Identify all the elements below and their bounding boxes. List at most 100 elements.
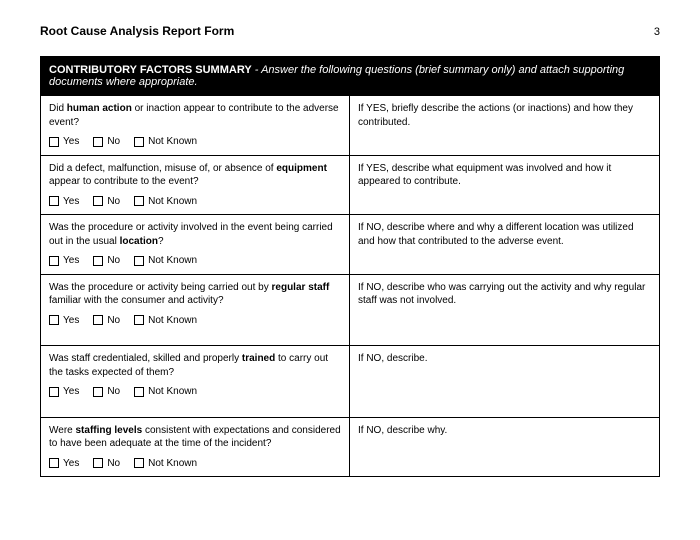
checkbox-label: No [107, 385, 120, 399]
question-pre: Was the procedure or activity involved i… [49, 222, 333, 247]
checkbox-not-known[interactable]: Not Known [134, 254, 197, 268]
checkbox-box-icon [49, 387, 59, 397]
checkbox-yes[interactable]: Yes [49, 385, 79, 399]
checkbox-label: No [107, 314, 120, 328]
question-bold: staffing levels [76, 425, 143, 436]
question-pre: Did [49, 103, 67, 114]
checkbox-yes[interactable]: Yes [49, 314, 79, 328]
checkbox-yes[interactable]: Yes [49, 195, 79, 209]
answer-prompt: If NO, describe. [358, 352, 651, 366]
question-bold: regular staff [272, 282, 330, 293]
checkbox-yes[interactable]: Yes [49, 135, 79, 149]
form-row: Was staff credentialed, skilled and prop… [41, 345, 659, 417]
question-pre: Was the procedure or activity being carr… [49, 282, 272, 293]
checkbox-box-icon [93, 196, 103, 206]
checkbox-box-icon [134, 315, 144, 325]
checkbox-not-known[interactable]: Not Known [134, 385, 197, 399]
checkbox-yes[interactable]: Yes [49, 254, 79, 268]
checkbox-box-icon [93, 315, 103, 325]
question-text: Was staff credentialed, skilled and prop… [49, 352, 341, 379]
answer-prompt: If YES, briefly describe the actions (or… [358, 102, 651, 129]
checkbox-label: Yes [63, 195, 79, 209]
checkbox-group: Yes No Not Known [49, 254, 341, 268]
checkbox-label: Yes [63, 457, 79, 471]
checkbox-no[interactable]: No [93, 385, 120, 399]
checkbox-label: Yes [63, 385, 79, 399]
form-row: Was the procedure or activity being carr… [41, 274, 659, 346]
question-pre: Did a defect, malfunction, misuse of, or… [49, 163, 276, 174]
checkbox-group: Yes No Not Known [49, 195, 341, 209]
checkbox-label: No [107, 135, 120, 149]
checkbox-label: No [107, 457, 120, 471]
question-bold: trained [242, 353, 275, 364]
checkbox-box-icon [93, 137, 103, 147]
page-number: 3 [654, 26, 660, 38]
header-row: Root Cause Analysis Report Form 3 [40, 24, 660, 38]
checkbox-no[interactable]: No [93, 457, 120, 471]
spacer [49, 327, 341, 339]
question-cell: Was the procedure or activity being carr… [41, 275, 350, 346]
question-pre: Was staff credentialed, skilled and prop… [49, 353, 242, 364]
checkbox-no[interactable]: No [93, 254, 120, 268]
answer-cell: If NO, describe. [350, 346, 659, 417]
question-bold: location [120, 236, 158, 247]
answer-cell: If NO, describe why. [350, 418, 659, 477]
question-text: Was the procedure or activity being carr… [49, 281, 341, 308]
form-row: Were staffing levels consistent with exp… [41, 417, 659, 477]
checkbox-box-icon [93, 387, 103, 397]
checkbox-not-known[interactable]: Not Known [134, 135, 197, 149]
answer-prompt: If NO, describe who was carrying out the… [358, 281, 651, 308]
checkbox-box-icon [134, 256, 144, 266]
answer-cell: If NO, describe where and why a differen… [350, 215, 659, 274]
checkbox-no[interactable]: No [93, 314, 120, 328]
checkbox-box-icon [93, 458, 103, 468]
checkbox-box-icon [49, 458, 59, 468]
question-cell: Was the procedure or activity involved i… [41, 215, 350, 274]
document-title: Root Cause Analysis Report Form [40, 24, 234, 38]
checkbox-not-known[interactable]: Not Known [134, 314, 197, 328]
checkbox-box-icon [93, 256, 103, 266]
question-bold: human action [67, 103, 132, 114]
answer-prompt: If NO, describe where and why a differen… [358, 221, 651, 248]
question-post: appear to contribute to the event? [49, 176, 199, 187]
page-container: Root Cause Analysis Report Form 3 CONTRI… [0, 0, 700, 501]
checkbox-no[interactable]: No [93, 195, 120, 209]
checkbox-box-icon [134, 387, 144, 397]
checkbox-not-known[interactable]: Not Known [134, 195, 197, 209]
checkbox-yes[interactable]: Yes [49, 457, 79, 471]
question-text: Did human action or inaction appear to c… [49, 102, 341, 129]
checkbox-group: Yes No Not Known [49, 457, 341, 471]
form-row: Did a defect, malfunction, misuse of, or… [41, 155, 659, 215]
checkbox-label: Not Known [148, 135, 197, 149]
question-text: Did a defect, malfunction, misuse of, or… [49, 162, 341, 189]
answer-cell: If YES, describe what equipment was invo… [350, 156, 659, 215]
checkbox-label: Not Known [148, 195, 197, 209]
checkbox-group: Yes No Not Known [49, 385, 341, 399]
question-cell: Did human action or inaction appear to c… [41, 96, 350, 155]
checkbox-group: Yes No Not Known [49, 314, 341, 328]
checkbox-box-icon [134, 196, 144, 206]
checkbox-label: Yes [63, 254, 79, 268]
question-cell: Did a defect, malfunction, misuse of, or… [41, 156, 350, 215]
checkbox-box-icon [49, 256, 59, 266]
form-table: CONTRIBUTORY FACTORS SUMMARY - Answer th… [40, 56, 660, 477]
question-cell: Was staff credentialed, skilled and prop… [41, 346, 350, 417]
question-bold: equipment [276, 163, 327, 174]
form-row: Was the procedure or activity involved i… [41, 214, 659, 274]
checkbox-not-known[interactable]: Not Known [134, 457, 197, 471]
checkbox-label: Not Known [148, 457, 197, 471]
checkbox-label: No [107, 254, 120, 268]
answer-cell: If NO, describe who was carrying out the… [350, 275, 659, 346]
question-text: Was the procedure or activity involved i… [49, 221, 341, 248]
checkbox-box-icon [49, 137, 59, 147]
form-row: Did human action or inaction appear to c… [41, 95, 659, 155]
question-post: familiar with the consumer and activity? [49, 295, 224, 306]
spacer [49, 399, 341, 411]
checkbox-label: Not Known [148, 385, 197, 399]
question-cell: Were staffing levels consistent with exp… [41, 418, 350, 477]
question-pre: Were [49, 425, 76, 436]
checkbox-box-icon [49, 196, 59, 206]
checkbox-label: Not Known [148, 314, 197, 328]
answer-cell: If YES, briefly describe the actions (or… [350, 96, 659, 155]
checkbox-no[interactable]: No [93, 135, 120, 149]
